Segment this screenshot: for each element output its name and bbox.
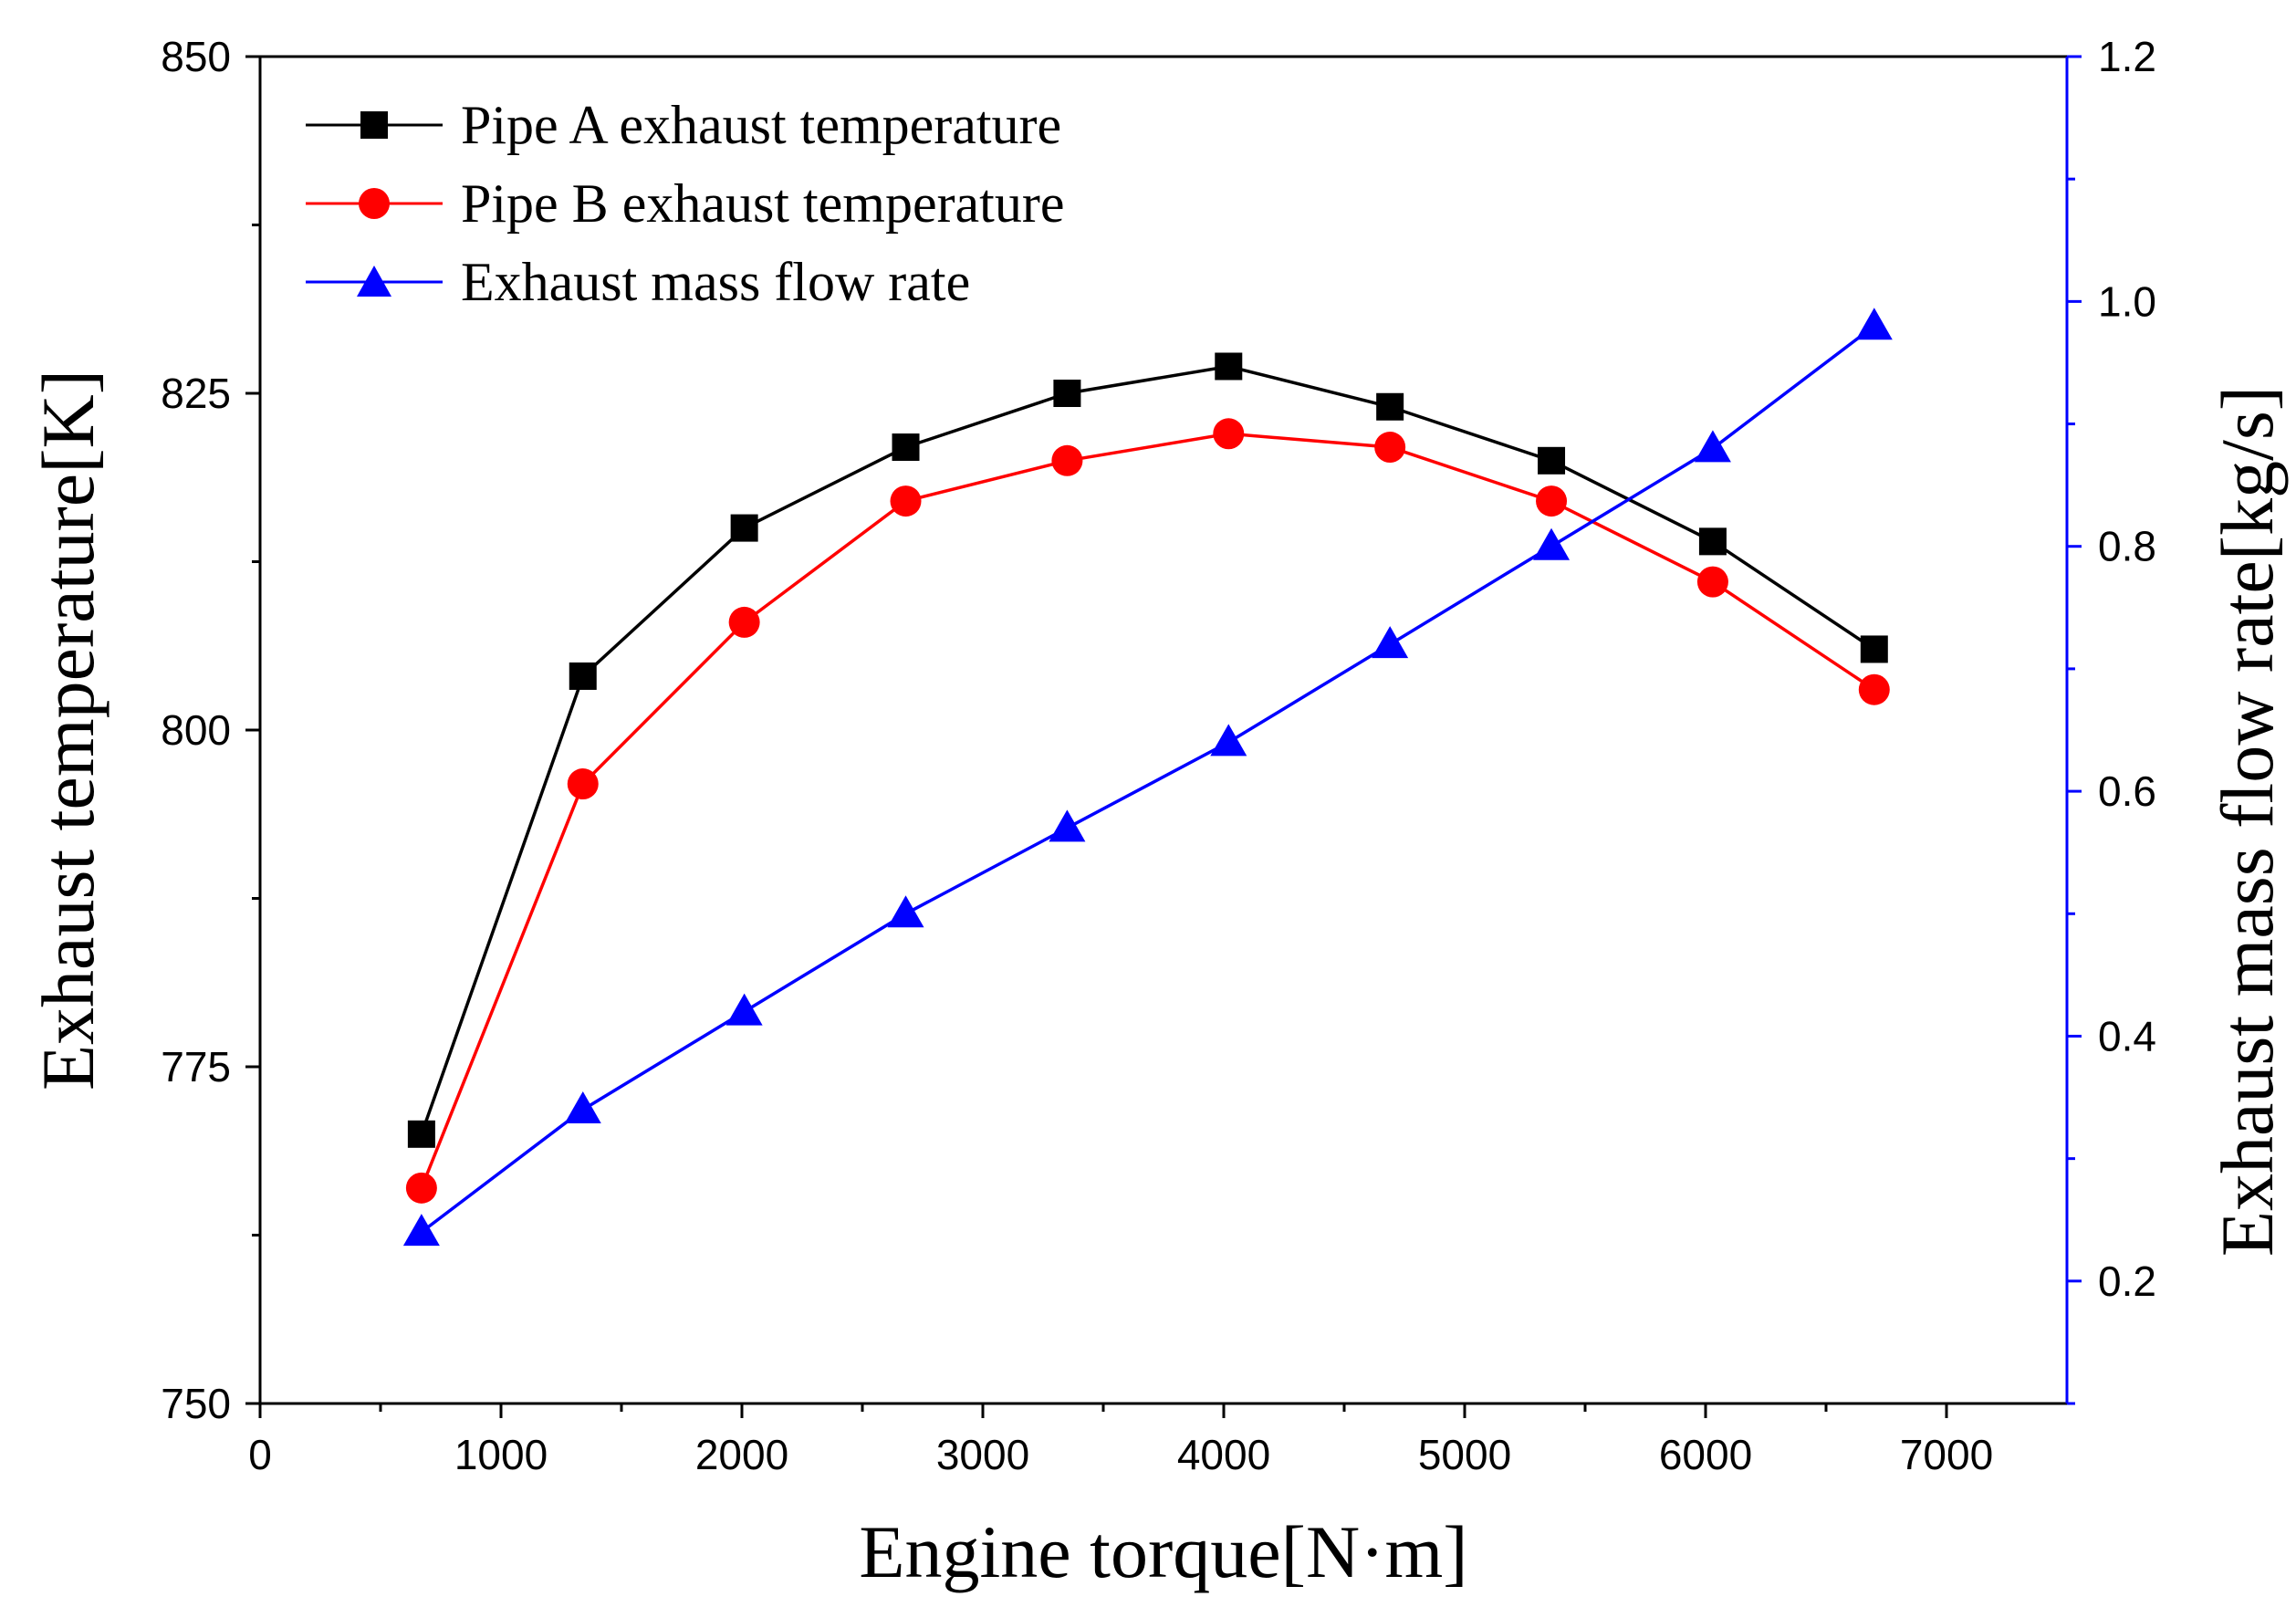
axis-ticks: 0 1000 2000 3000 4000 5000 6000 7000 750 775 800 82… [161, 33, 2156, 1478]
data-point-square [892, 433, 920, 462]
data-point-square [569, 662, 597, 690]
x-tick-label: 4000 [1177, 1431, 1270, 1478]
series-layer [402, 308, 1893, 1247]
data-point-circle [405, 1172, 437, 1204]
series-line-2 [420, 324, 1875, 1234]
data-point-circle [1051, 444, 1083, 476]
data-point-square [1215, 352, 1243, 381]
data-point-triangle [1855, 308, 1893, 340]
data-point-triangle [725, 993, 763, 1026]
data-point-circle [728, 606, 760, 638]
y2-tick-label: 0.4 [2098, 1012, 2156, 1059]
legend-triangle-marker [357, 266, 391, 297]
legend-circle-marker [359, 188, 390, 219]
y-tick-label: 850 [161, 33, 231, 80]
data-point-triangle [1533, 527, 1571, 560]
legend-label-pipe-b: Pipe B exhaust temperature [461, 173, 1064, 234]
data-point-triangle [1694, 430, 1731, 463]
y2-tick-label: 1.2 [2098, 33, 2156, 80]
data-point-triangle [1210, 724, 1247, 757]
data-point-triangle [402, 1214, 440, 1247]
y2-tick-label: 1.0 [2098, 277, 2156, 325]
data-point-triangle [1372, 626, 1409, 659]
y-tick-label: 800 [161, 706, 231, 754]
data-point-square [407, 1120, 435, 1148]
data-point-square [1698, 527, 1727, 556]
x-axis-title: Engine torque[N·m] [859, 1510, 1467, 1593]
y-tick-label: 750 [161, 1380, 231, 1427]
data-point-circle [1374, 432, 1406, 464]
data-point-circle [567, 768, 599, 800]
y2-tick-label: 0.8 [2098, 523, 2156, 570]
x-tick-label: 2000 [695, 1431, 788, 1478]
data-point-circle [890, 485, 922, 517]
x-tick-label: 6000 [1659, 1431, 1752, 1478]
x-tick-label: 5000 [1418, 1431, 1511, 1478]
legend-item-mass-flow: Exhaust mass flow rate [306, 252, 970, 312]
y-tick-label: 775 [161, 1043, 231, 1090]
data-point-square [1538, 446, 1566, 475]
y-tick-label: 825 [161, 370, 231, 417]
legend-label-pipe-a: Pipe A exhaust temperature [461, 95, 1061, 155]
x-tick-label: 3000 [936, 1431, 1029, 1478]
legend: Pipe A exhaust temperature Pipe B exhaus… [306, 95, 1064, 312]
legend-item-pipe-b: Pipe B exhaust temperature [306, 173, 1064, 234]
series-line-0 [420, 364, 1875, 1135]
data-point-circle [1696, 566, 1728, 598]
data-point-triangle [887, 895, 924, 928]
y-axis-title: Exhaust temperature[K] [26, 370, 110, 1090]
y2-axis-title: Exhaust mass flow rate[kg/s] [2206, 386, 2289, 1257]
data-point-circle [1536, 485, 1568, 517]
y2-tick-label: 0.6 [2098, 767, 2156, 815]
data-point-circle [1858, 673, 1890, 705]
data-point-square [1860, 635, 1888, 663]
x-tick-label: 7000 [1900, 1431, 1993, 1478]
legend-item-pipe-a: Pipe A exhaust temperature [306, 95, 1061, 155]
data-point-square [730, 514, 758, 542]
legend-label-mass-flow: Exhaust mass flow rate [461, 252, 970, 312]
data-point-square [1376, 392, 1404, 421]
legend-square-marker [360, 111, 388, 139]
x-tick-label: 1000 [454, 1431, 548, 1478]
y2-tick-label: 0.2 [2098, 1257, 2156, 1305]
data-point-triangle [564, 1090, 601, 1123]
data-point-square [1053, 380, 1081, 407]
x-tick-label: 0 [248, 1431, 272, 1478]
data-point-circle [1213, 418, 1245, 450]
data-point-triangle [1049, 809, 1086, 842]
series-line-1 [420, 432, 1875, 1189]
